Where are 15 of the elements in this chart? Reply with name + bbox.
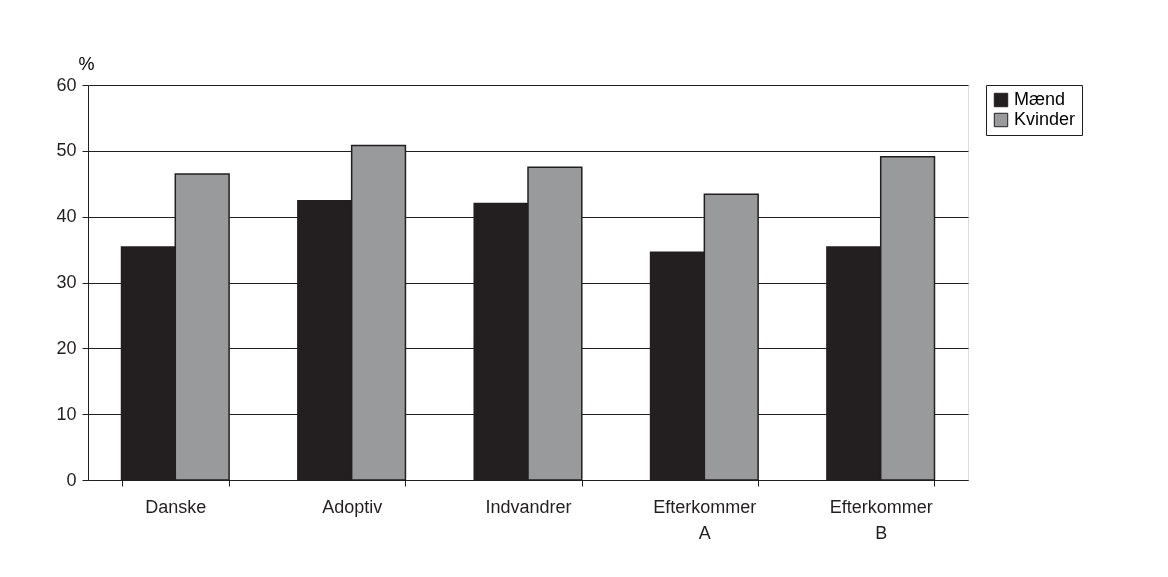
y-tick-label: 10 bbox=[56, 403, 77, 424]
y-tick-label: 20 bbox=[56, 337, 77, 358]
x-tick-label: Danske bbox=[145, 496, 207, 517]
x-tick-label: Adoptiv bbox=[322, 496, 383, 517]
y-tick-label: 40 bbox=[56, 206, 77, 227]
y-tick-label: 60 bbox=[56, 74, 77, 95]
x-tick-label: Efterkommer A bbox=[653, 496, 757, 543]
y-axis-title: % bbox=[78, 53, 95, 74]
x-tick-label: Efterkommer B bbox=[829, 496, 933, 543]
legend-label: Mænd bbox=[1014, 89, 1066, 109]
y-tick-label: 30 bbox=[56, 272, 77, 292]
y-tick-label: 0 bbox=[66, 469, 77, 490]
legend-label: Kvinder bbox=[1014, 109, 1076, 129]
x-tick-label: Indvandrer bbox=[485, 496, 572, 517]
y-tick-label: 50 bbox=[56, 140, 77, 161]
